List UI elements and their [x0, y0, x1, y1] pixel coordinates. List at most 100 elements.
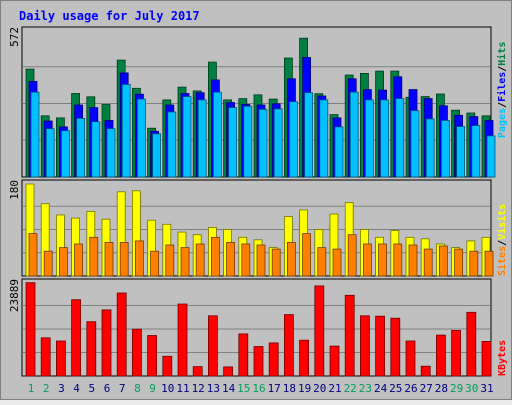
bar-kbytes-day-12: [192, 366, 203, 377]
bar-sites-day-13: [210, 236, 220, 277]
bar-kbytes-day-24: [375, 315, 386, 377]
legend-entry-files: Files: [496, 72, 508, 102]
x-tick-label-day-21: 21: [328, 382, 341, 395]
bar-kbytes-day-18: [283, 314, 294, 377]
legend-pages-files-hits: Pages/Files/Hits: [496, 42, 508, 138]
bar-sites-day-24: [378, 243, 388, 277]
bar-kbytes-day-6: [101, 309, 112, 377]
bar-sites-day-6: [104, 241, 114, 277]
x-tick-label-day-2: 2: [43, 382, 50, 395]
legend-entry-kbytes: KBytes: [497, 340, 508, 376]
bar-kbytes-day-30: [466, 311, 477, 377]
bar-kbytes-day-16: [253, 346, 264, 377]
bar-kbytes-day-11: [177, 303, 188, 377]
bar-pages-day-2: [45, 128, 55, 178]
bar-kbytes-day-8: [131, 328, 142, 377]
bar-kbytes-day-3: [56, 340, 66, 377]
x-tick-label-day-17: 17: [268, 382, 281, 395]
series-kbytes: [25, 282, 492, 377]
x-tick-label-day-25: 25: [389, 382, 402, 395]
bar-kbytes-day-10: [162, 355, 173, 377]
bar-kbytes-day-14: [223, 366, 234, 377]
bar-sites-day-2: [43, 250, 53, 277]
bar-sites-day-9: [150, 250, 160, 277]
bar-sites-day-19: [302, 233, 312, 277]
bar-pages-day-18: [288, 101, 298, 178]
legend-separator: /: [497, 240, 508, 246]
x-tick-label-day-3: 3: [58, 382, 65, 395]
legend-entry-pages: Pages: [497, 108, 508, 138]
bar-sites-day-11: [180, 247, 190, 277]
bars-layer: [23, 37, 496, 377]
bar-pages-day-31: [486, 135, 496, 178]
bar-sites-day-18: [286, 241, 296, 277]
x-tick-label-day-11: 11: [176, 382, 189, 395]
top-axis-max-label: 572: [8, 27, 21, 47]
bar-kbytes-day-4: [71, 299, 81, 377]
bar-sites-day-10: [165, 244, 175, 277]
x-tick-label-day-22: 22: [344, 382, 357, 395]
bar-pages-day-21: [334, 126, 344, 178]
legend-separator: /: [497, 102, 508, 108]
bar-pages-day-23: [364, 99, 374, 178]
x-tick-label-day-13: 13: [207, 382, 220, 395]
bar-pages-day-27: [425, 118, 435, 178]
bar-pages-day-5: [91, 121, 101, 178]
bar-pages-day-1: [30, 91, 40, 178]
bar-pages-day-25: [395, 98, 405, 178]
bar-sites-day-21: [332, 248, 342, 277]
bar-kbytes-day-13: [207, 315, 218, 377]
bar-pages-day-16: [258, 109, 268, 178]
x-tick-label-day-6: 6: [104, 382, 111, 395]
bar-pages-day-30: [471, 125, 481, 178]
middle-axis-max-label: 180: [8, 180, 21, 200]
bar-pages-day-15: [243, 105, 253, 178]
bar-sites-day-8: [134, 240, 144, 277]
bar-kbytes-day-9: [147, 335, 158, 377]
bar-kbytes-day-27: [420, 365, 431, 377]
x-tick-label-day-26: 26: [404, 382, 417, 395]
bar-kbytes-day-26: [405, 340, 416, 377]
series-sites: [28, 233, 494, 277]
bar-kbytes-day-19: [299, 339, 310, 377]
x-tick-label-day-9: 9: [149, 382, 156, 395]
x-tick-label-day-15: 15: [237, 382, 250, 395]
legend-entry-visits: Visits: [496, 204, 508, 240]
legend-separator: /: [497, 66, 508, 72]
x-tick-label-day-23: 23: [359, 382, 372, 395]
bar-pages-day-13: [212, 91, 222, 178]
x-axis-day-labels: 1 2 3 4 5 6 7 8 9 10 11 12 13 14 15 16 17 18 19 20 21 22 23 24 2…: [28, 382, 494, 395]
bar-kbytes-day-1: [25, 282, 36, 377]
series-pages: [30, 84, 496, 178]
x-tick-label-day-29: 29: [450, 382, 463, 395]
bar-sites-day-4: [74, 243, 83, 277]
bar-sites-day-31: [484, 250, 494, 277]
bar-kbytes-day-2: [40, 337, 51, 377]
bar-kbytes-day-22: [344, 294, 355, 377]
bar-pages-day-9: [152, 133, 162, 178]
bar-kbytes-day-15: [238, 333, 249, 377]
x-tick-label-day-31: 31: [480, 382, 493, 395]
bar-sites-day-1: [28, 233, 38, 277]
x-tick-label-day-10: 10: [161, 382, 174, 395]
bar-sites-day-7: [119, 241, 129, 277]
bar-kbytes-day-17: [268, 342, 279, 377]
bar-sites-day-23: [362, 243, 372, 277]
bar-sites-day-26: [408, 244, 418, 277]
bar-pages-day-6: [106, 128, 116, 178]
bar-pages-day-24: [380, 99, 390, 178]
bar-kbytes-day-5: [86, 321, 97, 377]
legend-entry-sites: Sites: [496, 246, 508, 276]
bar-pages-day-12: [197, 99, 207, 178]
x-tick-label-day-16: 16: [252, 382, 265, 395]
x-tick-label-day-7: 7: [119, 382, 126, 395]
bar-sites-day-22: [347, 234, 357, 277]
bar-pages-day-28: [440, 120, 450, 178]
bar-sites-day-20: [317, 247, 327, 277]
bar-kbytes-day-21: [329, 345, 340, 377]
x-tick-label-day-18: 18: [283, 382, 296, 395]
x-tick-label-day-12: 12: [192, 382, 205, 395]
bar-pages-day-17: [273, 108, 283, 178]
